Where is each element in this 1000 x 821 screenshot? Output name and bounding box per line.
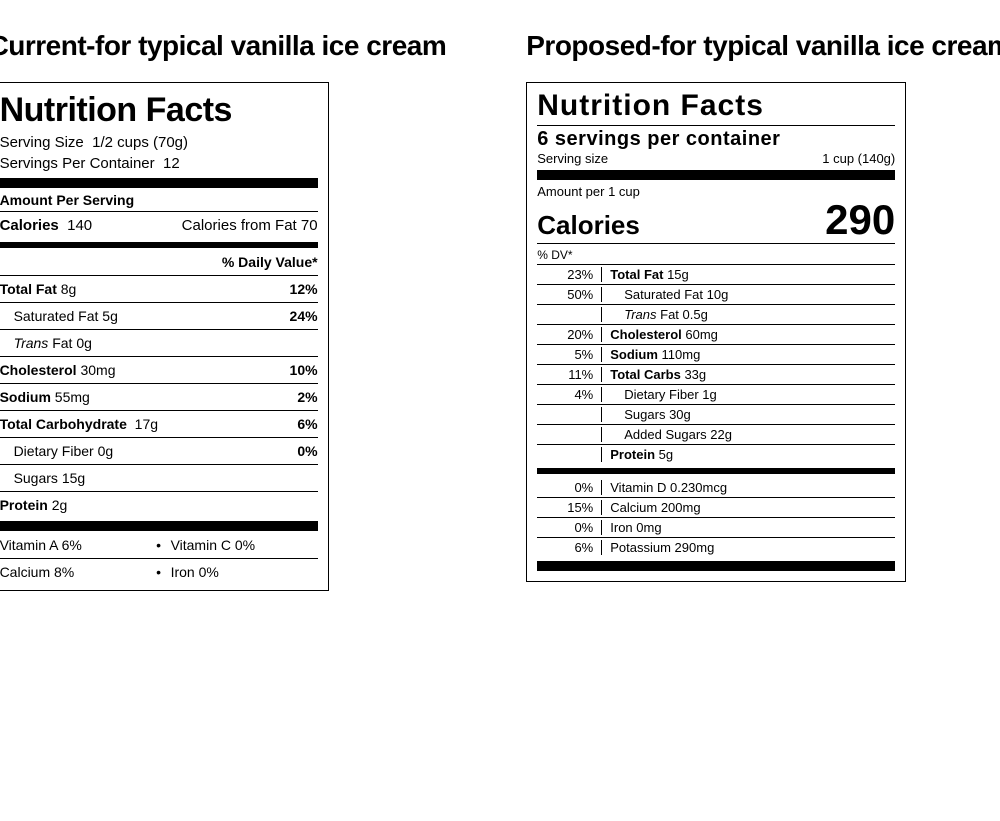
serving-size: Serving size 1 cup (140g) — [537, 151, 895, 166]
vitamin-row-2: Calcium 8% • Iron 0% — [0, 562, 318, 582]
row-trans-fat: Trans Fat 0.5g — [537, 304, 895, 324]
row-fiber: 4% Dietary Fiber 1g — [537, 384, 895, 404]
amount-per-serving: Amount Per Serving — [0, 192, 318, 208]
row-protein: Protein 5g — [537, 444, 895, 464]
row-cholesterol: Cholesterol 30mg 10% — [0, 360, 318, 380]
servings-per-container: 6 servings per container — [537, 128, 895, 151]
row-added-sugars: Added Sugars 22g — [537, 424, 895, 444]
serving-size: Serving Size 1/2 cups (70g) — [0, 134, 318, 151]
proposed-nutrition-label: Nutrition Facts 6 servings per container… — [526, 82, 906, 582]
row-sat-fat: 50% Saturated Fat 10g — [537, 284, 895, 304]
row-iron: 0% Iron 0mg — [537, 517, 895, 537]
row-trans-fat: Trans Fat 0g — [0, 333, 318, 353]
row-total-carb: 11% Total Carbs 33g — [537, 364, 895, 384]
label-title: Nutrition Facts — [537, 89, 895, 123]
current-heading: Current-for typical vanilla ice cream — [0, 30, 446, 62]
row-sat-fat: Saturated Fat 5g 24% — [0, 306, 318, 326]
row-potassium: 6% Potassium 290mg — [537, 537, 895, 557]
row-sodium: 5% Sodium 110mg — [537, 344, 895, 364]
label-title: Nutrition Facts — [0, 91, 318, 130]
vitamin-row-1: Vitamin A 6% • Vitamin C 0% — [0, 535, 318, 555]
proposed-label-column: Proposed-for typical vanilla ice cream N… — [526, 30, 1000, 591]
servings-per-container: Servings Per Container 12 — [0, 155, 318, 172]
row-fiber: Dietary Fiber 0g 0% — [0, 441, 318, 461]
row-total-fat: Total Fat 8g 12% — [0, 279, 318, 299]
row-protein: Protein 2g — [0, 495, 318, 515]
row-sugars: Sugars 30g — [537, 404, 895, 424]
row-cholesterol: 20% Cholesterol 60mg — [537, 324, 895, 344]
current-label-column: Current-for typical vanilla ice cream Nu… — [0, 30, 446, 591]
calories-row: Calories 290 — [537, 199, 895, 241]
proposed-heading: Proposed-for typical vanilla ice cream — [526, 30, 1000, 62]
row-total-carb: Total Carbohydrate 17g 6% — [0, 414, 318, 434]
daily-value-header: % Daily Value* — [0, 252, 318, 272]
row-total-fat: 23% Total Fat 15g — [537, 264, 895, 284]
row-sugars: Sugars 15g — [0, 468, 318, 488]
dv-header: % DV* — [537, 246, 895, 264]
current-nutrition-label: Nutrition Facts Serving Size 1/2 cups (7… — [0, 82, 329, 591]
row-vit-d: 0% Vitamin D 0.230mcg — [537, 478, 895, 497]
row-calcium: 15% Calcium 200mg — [537, 497, 895, 517]
calories-row: Calories 140 Calories from Fat 70 — [0, 215, 318, 236]
row-sodium: Sodium 55mg 2% — [0, 387, 318, 407]
